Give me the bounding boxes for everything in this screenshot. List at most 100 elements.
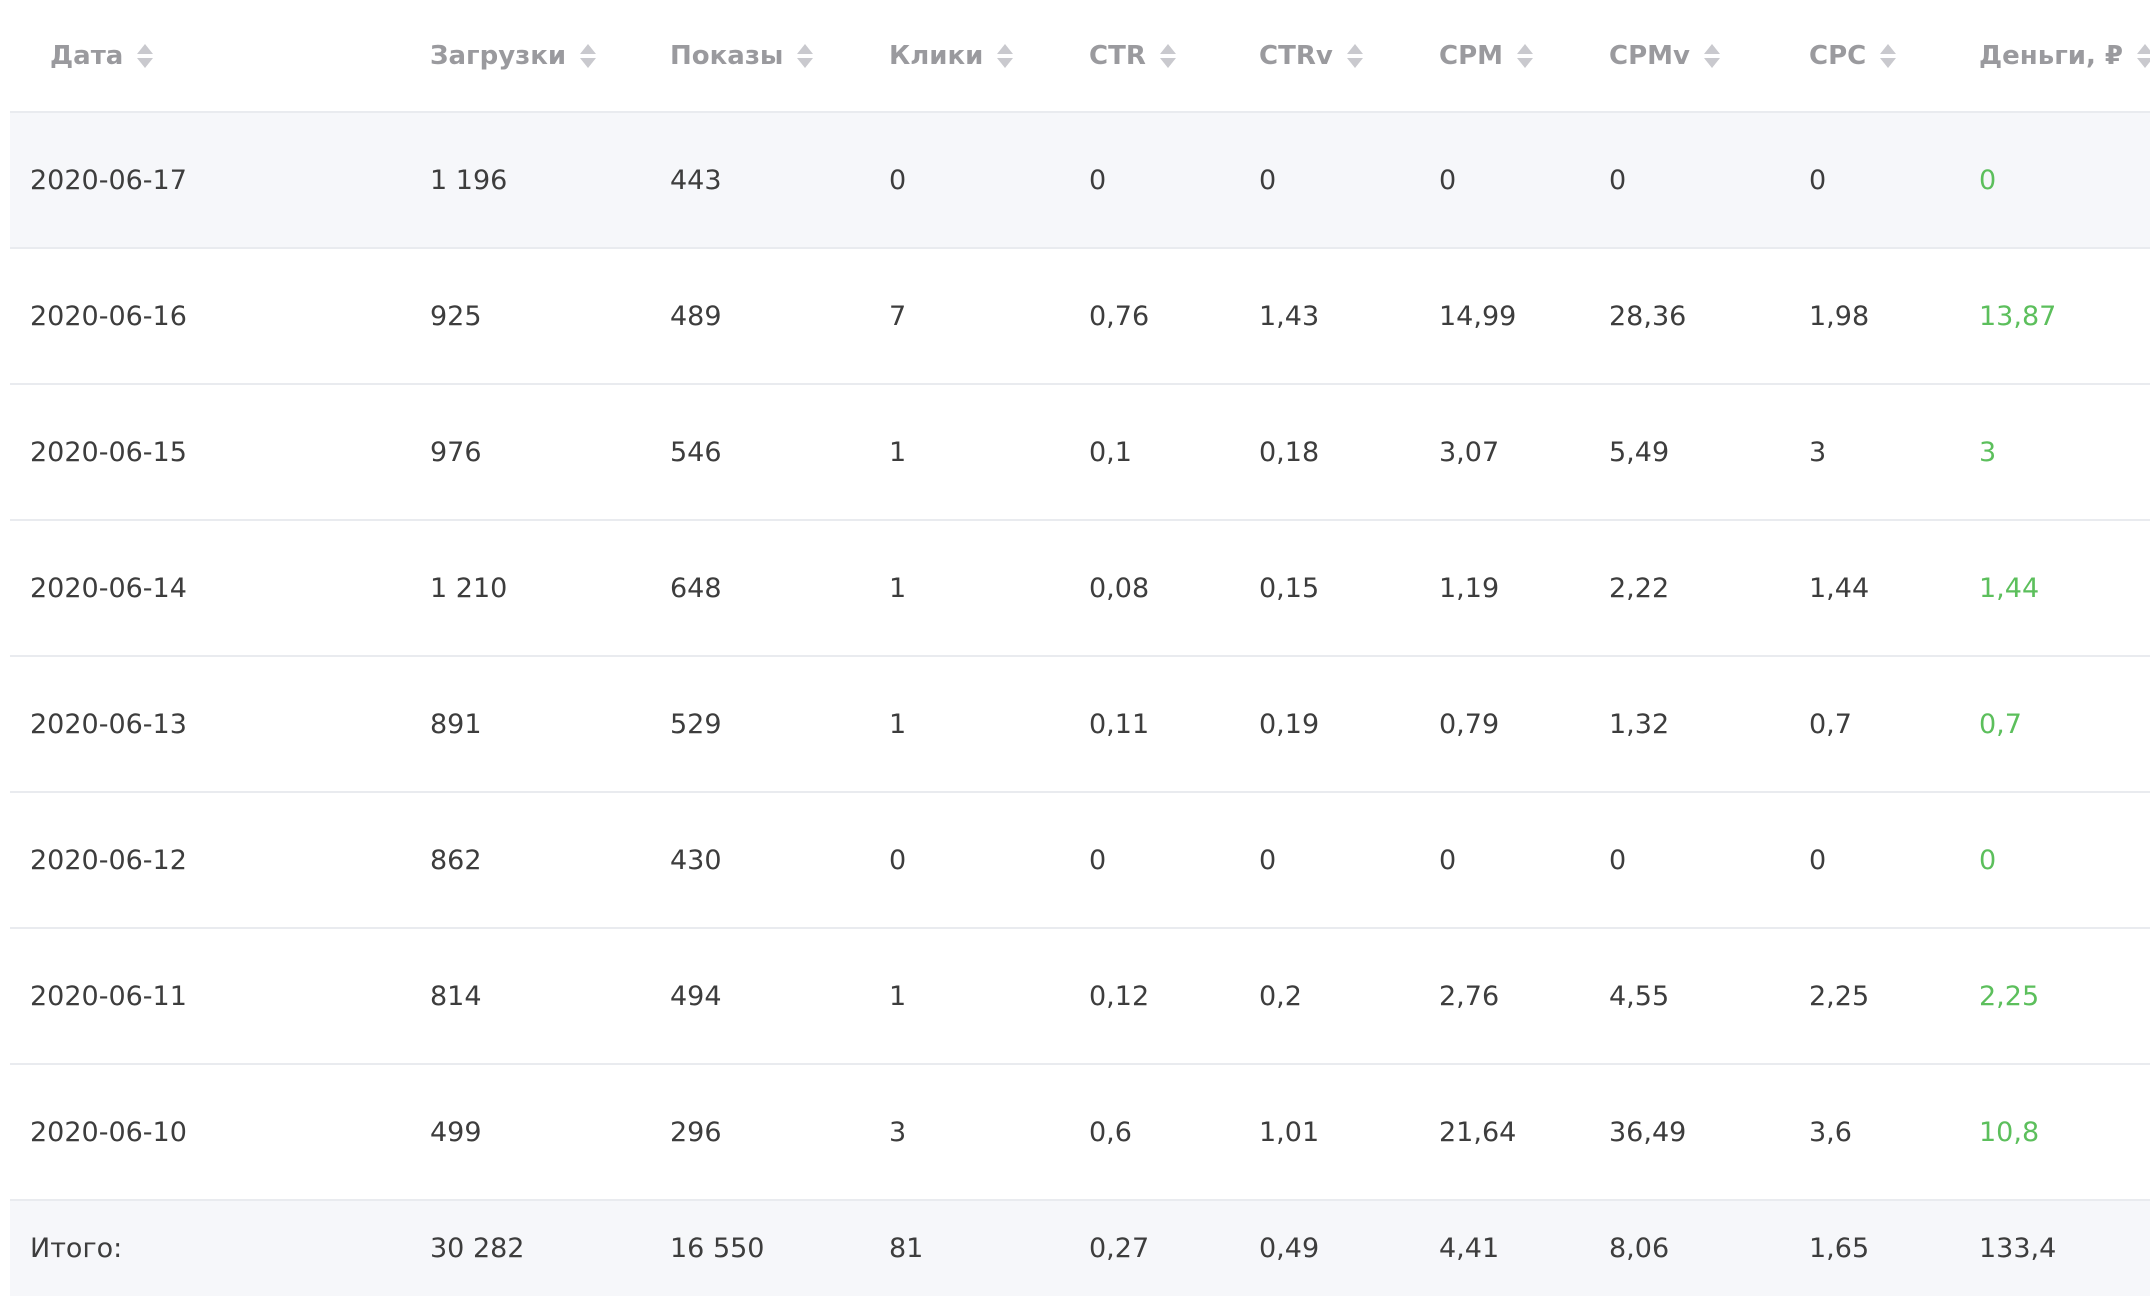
- column-header-label: Показы: [670, 40, 784, 71]
- column-header-impressions[interactable]: Показы: [670, 0, 889, 113]
- column-header-loads[interactable]: Загрузки: [430, 0, 670, 113]
- column-header-cpmv[interactable]: CPMv: [1609, 0, 1809, 113]
- cell-ctrv: 1,43: [1259, 300, 1320, 332]
- cell-cpmv: 28,36: [1609, 300, 1687, 332]
- sort-icon[interactable]: [1703, 43, 1720, 69]
- column-header-cpc[interactable]: CPC: [1809, 0, 1979, 113]
- table-row: 2020-06-16 925 489 7 0,76 1,43 14,99 28,…: [10, 248, 2150, 384]
- cell-ctr: 0,08: [1089, 572, 1150, 604]
- sort-icon[interactable]: [797, 43, 814, 69]
- cell-ctr: 0: [1089, 844, 1107, 876]
- sort-icon[interactable]: [1159, 43, 1176, 69]
- cell-cpmv: 4,55: [1609, 980, 1670, 1012]
- cell-impressions: 648: [670, 572, 722, 604]
- cell-impressions: 494: [670, 980, 722, 1012]
- cell-clicks: 3: [889, 1116, 907, 1148]
- cell-ctr: 0,76: [1089, 300, 1150, 332]
- sort-icon[interactable]: [997, 43, 1014, 69]
- column-header-label: Клики: [889, 40, 984, 71]
- column-header-clicks[interactable]: Клики: [889, 0, 1089, 113]
- sort-icon[interactable]: [2137, 43, 2150, 69]
- cell-impressions: 489: [670, 300, 722, 332]
- total-clicks: 81: [889, 1233, 924, 1264]
- cell-clicks: 1: [889, 436, 907, 468]
- total-ctr: 0,27: [1089, 1233, 1150, 1264]
- table-row: 2020-06-12 862 430 0 0 0 0 0 0 0: [10, 792, 2150, 928]
- cell-ctrv: 0,19: [1259, 708, 1320, 740]
- cell-ctr: 0,1: [1089, 436, 1132, 468]
- cell-date: 2020-06-10: [30, 1116, 187, 1148]
- sort-icon[interactable]: [580, 43, 597, 69]
- cell-clicks: 1: [889, 980, 907, 1012]
- column-header-label: CTR: [1089, 40, 1146, 71]
- cell-impressions: 430: [670, 844, 722, 876]
- cell-money: 2,25: [1979, 980, 2040, 1012]
- cell-cpm: 0: [1439, 844, 1457, 876]
- total-label: Итого:: [30, 1233, 123, 1264]
- column-header-ctr[interactable]: CTR: [1089, 0, 1259, 113]
- cell-date: 2020-06-17: [30, 164, 187, 196]
- cell-loads: 976: [430, 436, 482, 468]
- cell-loads: 499: [430, 1116, 482, 1148]
- table-row: 2020-06-14 1 210 648 1 0,08 0,15 1,19 2,…: [10, 520, 2150, 656]
- cell-cpm: 1,19: [1439, 572, 1500, 604]
- cell-cpc: 0: [1809, 844, 1827, 876]
- total-ctrv: 0,49: [1259, 1233, 1320, 1264]
- cell-date: 2020-06-14: [30, 572, 187, 604]
- cell-cpmv: 0: [1609, 844, 1627, 876]
- total-row: Итого: 30 282 16 550 81 0,27 0,49 4,41 8…: [10, 1200, 2150, 1296]
- cell-money: 1,44: [1979, 572, 2040, 604]
- column-header-label: Загрузки: [430, 40, 567, 71]
- total-impressions: 16 550: [670, 1233, 765, 1264]
- column-header-ctrv[interactable]: CTRv: [1259, 0, 1439, 113]
- cell-clicks: 0: [889, 164, 907, 196]
- cell-loads: 862: [430, 844, 482, 876]
- cell-ctr: 0: [1089, 164, 1107, 196]
- cell-cpmv: 2,22: [1609, 572, 1670, 604]
- cell-money: 3: [1979, 436, 1997, 468]
- cell-loads: 925: [430, 300, 482, 332]
- table-row: 2020-06-11 814 494 1 0,12 0,2 2,76 4,55 …: [10, 928, 2150, 1064]
- table-row: 2020-06-17 1 196 443 0 0 0 0 0 0 0: [10, 112, 2150, 248]
- cell-money: 10,8: [1979, 1116, 2040, 1148]
- cell-date: 2020-06-16: [30, 300, 187, 332]
- cell-cpm: 21,64: [1439, 1116, 1517, 1148]
- cell-cpmv: 36,49: [1609, 1116, 1687, 1148]
- cell-cpc: 0,7: [1809, 708, 1852, 740]
- cell-ctrv: 0,18: [1259, 436, 1320, 468]
- column-header-label: Деньги, ₽: [1979, 40, 2124, 71]
- cell-clicks: 7: [889, 300, 907, 332]
- cell-loads: 1 210: [430, 572, 508, 604]
- cell-cpm: 14,99: [1439, 300, 1517, 332]
- column-header-date[interactable]: Дата: [10, 0, 430, 113]
- cell-ctr: 0,11: [1089, 708, 1150, 740]
- sort-icon[interactable]: [1346, 43, 1363, 69]
- cell-ctrv: 1,01: [1259, 1116, 1320, 1148]
- cell-date: 2020-06-15: [30, 436, 187, 468]
- sort-icon[interactable]: [1517, 43, 1534, 69]
- cell-date: 2020-06-13: [30, 708, 187, 740]
- cell-impressions: 529: [670, 708, 722, 740]
- column-header-money[interactable]: Деньги, ₽: [1979, 0, 2150, 113]
- stats-table-container[interactable]: Дата Загрузки Показы Клики CTR CTRv CPM …: [10, 0, 2150, 1298]
- column-header-cpm[interactable]: CPM: [1439, 0, 1609, 113]
- column-header-label: CTRv: [1259, 40, 1333, 71]
- cell-cpmv: 1,32: [1609, 708, 1670, 740]
- cell-cpc: 0: [1809, 164, 1827, 196]
- table-row: 2020-06-15 976 546 1 0,1 0,18 3,07 5,49 …: [10, 384, 2150, 520]
- table-row: 2020-06-13 891 529 1 0,11 0,19 0,79 1,32…: [10, 656, 2150, 792]
- sort-icon[interactable]: [1880, 43, 1897, 69]
- cell-ctr: 0,6: [1089, 1116, 1132, 1148]
- cell-cpc: 2,25: [1809, 980, 1870, 1012]
- total-loads: 30 282: [430, 1233, 525, 1264]
- total-cpc: 1,65: [1809, 1233, 1870, 1264]
- sort-icon[interactable]: [137, 43, 154, 69]
- cell-clicks: 0: [889, 844, 907, 876]
- cell-ctrv: 0: [1259, 164, 1277, 196]
- total-cpmv: 8,06: [1609, 1233, 1670, 1264]
- table-row: 2020-06-10 499 296 3 0,6 1,01 21,64 36,4…: [10, 1064, 2150, 1200]
- cell-cpc: 1,98: [1809, 300, 1870, 332]
- cell-clicks: 1: [889, 708, 907, 740]
- cell-loads: 814: [430, 980, 482, 1012]
- cell-loads: 891: [430, 708, 482, 740]
